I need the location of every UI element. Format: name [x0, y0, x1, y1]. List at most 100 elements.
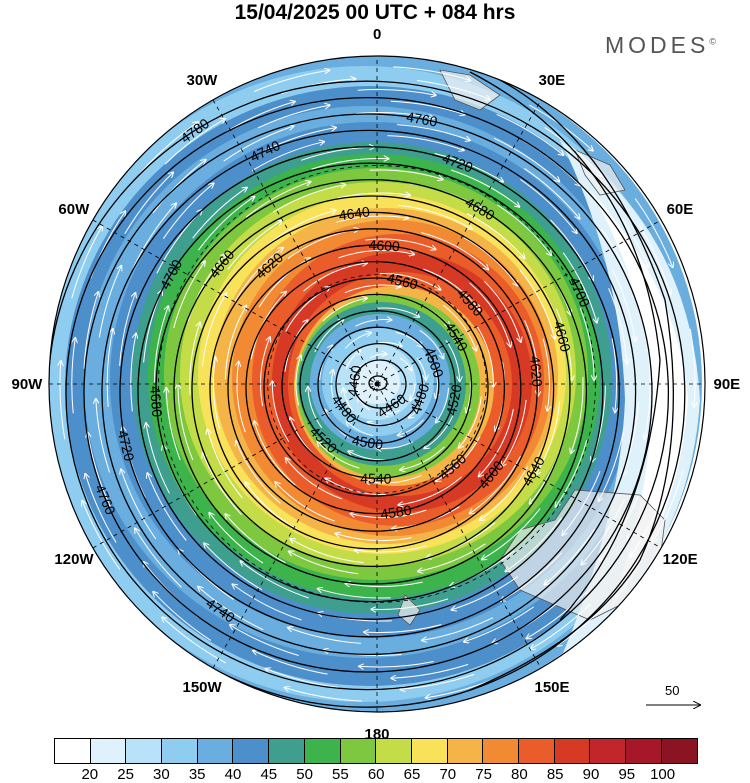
- streamline-arrow: [345, 582, 423, 586]
- longitude-label: 60E: [666, 200, 694, 218]
- streamline-arrow: [599, 427, 625, 501]
- latitude-circle: [158, 165, 596, 603]
- streamline-arrow: [366, 474, 422, 483]
- streamline-arrow: [245, 182, 310, 218]
- contour-label: 4620: [527, 355, 545, 388]
- streamline-arrow: [419, 329, 444, 358]
- colorbar-swatch: [340, 739, 377, 763]
- streamline-arrow: [544, 529, 596, 584]
- colorbar-tick-label: 65: [403, 766, 421, 783]
- colorbar-tick-label: 80: [511, 766, 528, 783]
- contour-label-text: 4680: [147, 385, 165, 418]
- colorbar-tick-label: 75: [475, 766, 492, 783]
- streamline-arrow: [608, 200, 648, 267]
- geopotential-contours: [49, 59, 686, 708]
- streamline-arrow: [197, 197, 254, 251]
- streamline-arrow: [98, 266, 121, 338]
- colorbar-swatch: [304, 739, 341, 763]
- streamline-arrow: [383, 409, 401, 414]
- streamline-arrow: [479, 408, 514, 476]
- streamline-arrow: [555, 308, 572, 380]
- contour-label-text: 4620: [527, 355, 545, 388]
- height-contour: [368, 375, 388, 391]
- streamline-arrow: [634, 198, 673, 268]
- longitude-label: 120E: [662, 550, 698, 568]
- streamline-arrow: [290, 539, 364, 564]
- streamline-arrow: [482, 508, 541, 560]
- contour-label-text: 4720: [115, 429, 138, 463]
- streamline-arrow: [266, 210, 336, 246]
- landmass: [499, 489, 666, 621]
- contour-label-text: 4520: [443, 383, 465, 417]
- colorbar-swatch: [483, 739, 519, 763]
- streamline-arrow: [224, 306, 246, 380]
- streamline-arrow: [524, 167, 579, 218]
- longitude-label: 30W: [186, 72, 218, 90]
- streamline-arrow: [399, 357, 412, 370]
- streamline-arrow: [395, 331, 422, 347]
- contour-label: 4460: [344, 364, 364, 397]
- streamline-arrow: [82, 501, 121, 570]
- streamline-arrow: [303, 263, 367, 292]
- longitude-label: 90E: [713, 375, 741, 393]
- streamline-arrow: [83, 292, 98, 369]
- streamline-arrow: [207, 429, 243, 499]
- streamline-arrow: [336, 216, 408, 223]
- streamline-arrow: [442, 304, 476, 350]
- colorbar-tick-label: 30: [153, 766, 170, 783]
- streamline-arrow: [139, 122, 198, 175]
- streamline-arrow: [355, 545, 427, 552]
- streamline-arrow: [241, 561, 309, 599]
- contour-label-text: 4580: [379, 502, 412, 522]
- streamline-arrow: [146, 423, 170, 494]
- streamline-arrow: [192, 188, 247, 239]
- streamline-arrow: [378, 343, 401, 347]
- streamline-arrow: [355, 112, 434, 119]
- streamline-arrow: [288, 628, 361, 644]
- streamline-arrow: [345, 350, 360, 370]
- colorbar-tick-label: 70: [439, 766, 457, 783]
- map-border: [48, 55, 706, 713]
- streamline-arrow: [639, 225, 671, 294]
- wind-speed-shading: [49, 56, 702, 712]
- contour-label: 4540: [360, 470, 392, 486]
- streamline-arrow: [581, 499, 625, 565]
- wind-speed-band: [560, 140, 700, 660]
- brand-logo: MODES©: [605, 32, 716, 59]
- streamline-arrow: [483, 280, 521, 342]
- streamline-arrow: [369, 354, 387, 359]
- streamline-arrow: [132, 203, 176, 269]
- streamline-arrow: [237, 362, 246, 433]
- streamline-arrow: [347, 421, 374, 437]
- contour-label: 4500: [351, 432, 384, 453]
- page-title: 15/04/2025 00 UTC + 084 hrs: [234, 1, 516, 24]
- streamline-arrow: [400, 673, 475, 689]
- streamline-arrow: [601, 228, 637, 299]
- streamline-arrow: [119, 293, 136, 366]
- streamline-arrow: [295, 356, 301, 406]
- colorbar-swatch: [126, 739, 163, 763]
- colorbar-tick-label: 35: [188, 766, 206, 783]
- contour-label: 4760: [405, 109, 439, 130]
- streamline-arrow: [376, 307, 419, 317]
- height-contour: [454, 59, 674, 691]
- streamline-arrow: [421, 232, 488, 270]
- streamline-arrow: [476, 325, 493, 387]
- streamline-arrow: [166, 388, 181, 461]
- streamline-arrow: [251, 142, 324, 172]
- streamline-arrow: [164, 119, 225, 165]
- streamline-arrow: [331, 370, 333, 401]
- contour-label: 4720: [115, 429, 138, 463]
- streamline-arrow: [398, 476, 463, 505]
- streamline-arrow: [230, 625, 299, 656]
- colorbar-swatch: [269, 739, 305, 763]
- contour-label-text: 4560: [385, 270, 419, 293]
- streamline-arrow: [173, 261, 205, 329]
- streamline-arrow: [162, 617, 226, 664]
- streamline-arrow: [153, 306, 168, 383]
- streamline-arrow: [357, 89, 436, 96]
- streamline-arrow: [308, 387, 323, 429]
- streamline-arrow: [187, 254, 226, 322]
- streamline-arrow: [351, 509, 427, 518]
- streamline-arrow: [562, 471, 601, 535]
